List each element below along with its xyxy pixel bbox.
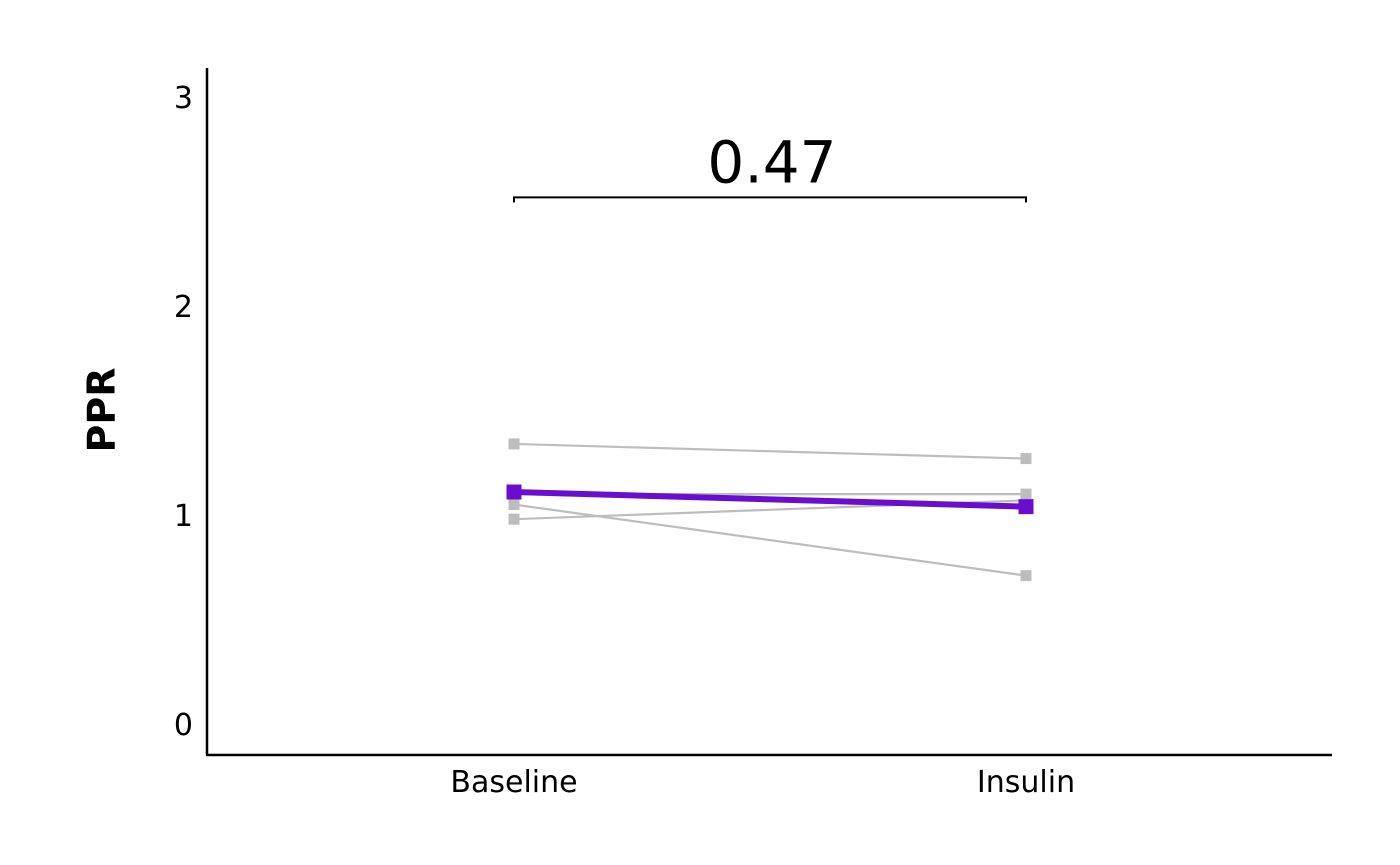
individual-point: [1020, 488, 1032, 500]
comparison-bracket: [513, 196, 1027, 203]
individual-point: [508, 499, 520, 511]
y-axis: 0 1 2 3 PPR: [79, 68, 209, 755]
individual-point: [1020, 570, 1032, 582]
y-axis-title: PPR: [79, 368, 123, 453]
y-tick-label: 3: [174, 81, 193, 116]
y-tick-label: 1: [174, 499, 193, 534]
individual-point: [508, 438, 520, 450]
y-tick-label: 2: [174, 290, 193, 325]
y-tick-labels: 0 1 2 3: [174, 81, 193, 743]
series-group: [506, 438, 1034, 582]
comparison-label: 0.47: [707, 128, 836, 196]
mean-point: [506, 484, 522, 500]
individual-series: [508, 438, 1032, 465]
individual-line: [513, 442, 1027, 460]
individual-line: [513, 503, 1027, 577]
individual-point: [1020, 453, 1032, 465]
y-tick-label: 0: [174, 708, 193, 743]
x-tick-labels: Baseline Insulin: [450, 765, 1075, 800]
x-tick-label: Insulin: [977, 765, 1075, 800]
x-axis: Baseline Insulin: [206, 753, 1332, 800]
individual-series: [508, 499, 1032, 582]
individual-point: [508, 513, 520, 525]
x-tick-label: Baseline: [450, 765, 577, 800]
mean-line: [513, 489, 1027, 510]
annotation-group: 0.47: [513, 128, 1027, 203]
mean-point: [1018, 499, 1034, 515]
plot-area: 0.47: [506, 128, 1034, 582]
mean-series: [506, 484, 1034, 515]
